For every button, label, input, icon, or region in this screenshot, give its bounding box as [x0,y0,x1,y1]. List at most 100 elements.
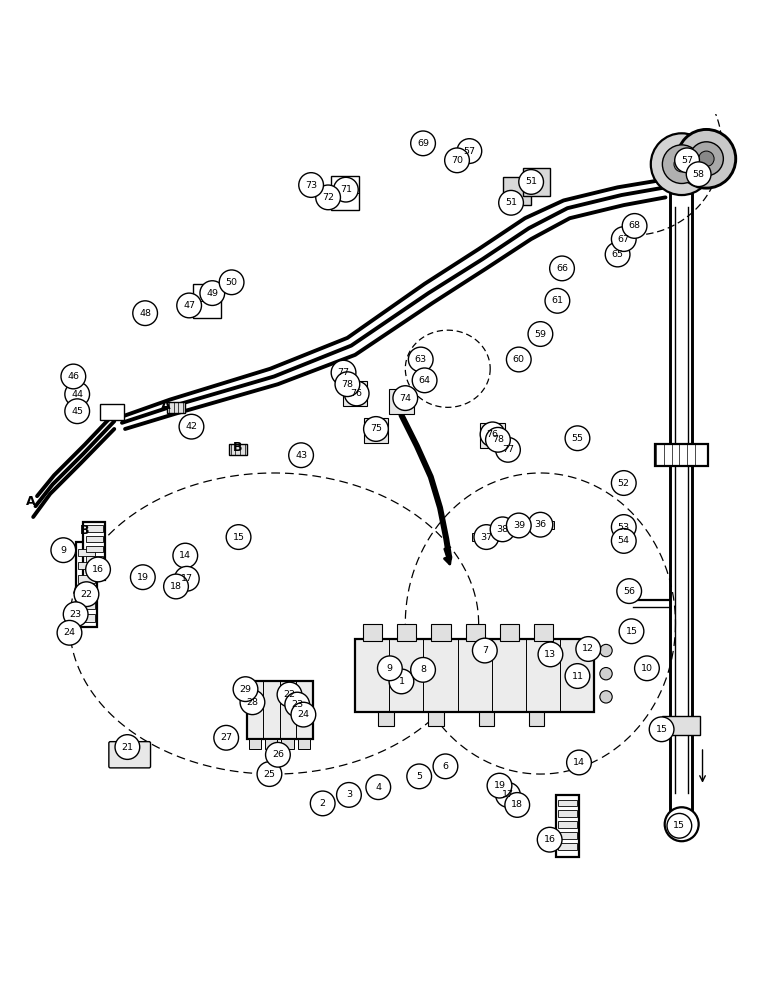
Circle shape [316,185,340,210]
Text: 18: 18 [511,800,523,809]
Text: 18: 18 [170,582,182,591]
Text: 24: 24 [63,628,76,637]
Circle shape [173,543,198,568]
FancyBboxPatch shape [167,402,185,413]
Circle shape [457,139,482,163]
Circle shape [674,156,689,172]
Circle shape [665,807,699,841]
Circle shape [277,682,302,707]
Text: 5: 5 [416,772,422,781]
Circle shape [411,131,435,156]
Circle shape [576,637,601,661]
Circle shape [686,162,711,187]
FancyBboxPatch shape [86,525,103,532]
FancyBboxPatch shape [479,712,494,726]
Text: 50: 50 [225,278,238,287]
Text: 38: 38 [496,525,509,534]
Text: 70: 70 [451,156,463,165]
Text: 2: 2 [320,799,326,808]
Circle shape [528,512,553,537]
Circle shape [528,322,553,346]
Circle shape [200,281,225,305]
Text: 77: 77 [337,368,350,377]
Circle shape [133,301,157,326]
Text: 48: 48 [139,309,151,318]
Text: 75: 75 [370,424,382,433]
Circle shape [474,525,499,549]
Text: 6: 6 [442,762,449,771]
FancyBboxPatch shape [86,536,103,542]
Text: 9: 9 [387,664,393,673]
Circle shape [310,791,335,816]
Circle shape [179,414,204,439]
Circle shape [519,170,543,194]
Text: 3: 3 [346,790,352,799]
FancyBboxPatch shape [298,739,310,749]
FancyBboxPatch shape [489,525,516,533]
Circle shape [445,148,469,173]
FancyBboxPatch shape [397,624,416,641]
Text: 44: 44 [71,390,83,399]
Text: 57: 57 [681,156,693,165]
FancyBboxPatch shape [503,177,531,205]
FancyBboxPatch shape [363,624,382,641]
FancyBboxPatch shape [558,810,577,817]
Circle shape [635,656,659,681]
Text: 37: 37 [480,533,493,542]
FancyBboxPatch shape [662,716,700,735]
FancyBboxPatch shape [480,423,505,448]
Text: 60: 60 [513,355,525,364]
Circle shape [490,517,515,542]
Circle shape [408,347,433,372]
Text: 39: 39 [513,521,525,530]
FancyBboxPatch shape [76,542,97,627]
FancyBboxPatch shape [558,821,577,828]
FancyBboxPatch shape [331,176,359,210]
Text: 14: 14 [573,758,585,767]
Text: 26: 26 [272,750,284,759]
Text: 46: 46 [67,372,80,381]
Circle shape [543,643,558,658]
Circle shape [677,129,736,188]
Circle shape [689,142,723,176]
Text: 24: 24 [297,710,310,719]
Text: 1: 1 [398,677,405,686]
FancyBboxPatch shape [78,562,95,569]
Circle shape [567,750,591,775]
Circle shape [214,725,239,750]
Text: 51: 51 [505,198,517,207]
FancyBboxPatch shape [432,624,451,641]
Circle shape [378,656,402,681]
FancyBboxPatch shape [523,168,550,196]
Circle shape [505,793,530,817]
FancyBboxPatch shape [534,624,554,641]
Circle shape [57,620,82,645]
FancyBboxPatch shape [281,739,293,749]
Circle shape [499,190,523,215]
Text: 19: 19 [493,781,506,790]
Circle shape [487,773,512,798]
Circle shape [622,214,647,238]
Text: 51: 51 [525,177,537,186]
Text: 21: 21 [121,743,134,752]
FancyBboxPatch shape [472,533,500,541]
Text: B: B [80,524,90,537]
Text: 69: 69 [417,139,429,148]
Circle shape [550,256,574,281]
Text: 67: 67 [618,235,630,244]
Circle shape [605,242,630,267]
Text: 77: 77 [502,445,514,454]
FancyBboxPatch shape [86,546,103,552]
Circle shape [257,762,282,786]
Circle shape [130,565,155,590]
Circle shape [486,427,510,452]
FancyBboxPatch shape [343,381,367,406]
Circle shape [619,619,644,644]
Text: 36: 36 [534,520,547,529]
Circle shape [611,515,636,539]
Circle shape [496,783,520,807]
Circle shape [61,364,86,389]
Text: 4: 4 [375,783,381,792]
Circle shape [496,437,520,462]
FancyBboxPatch shape [78,588,95,596]
